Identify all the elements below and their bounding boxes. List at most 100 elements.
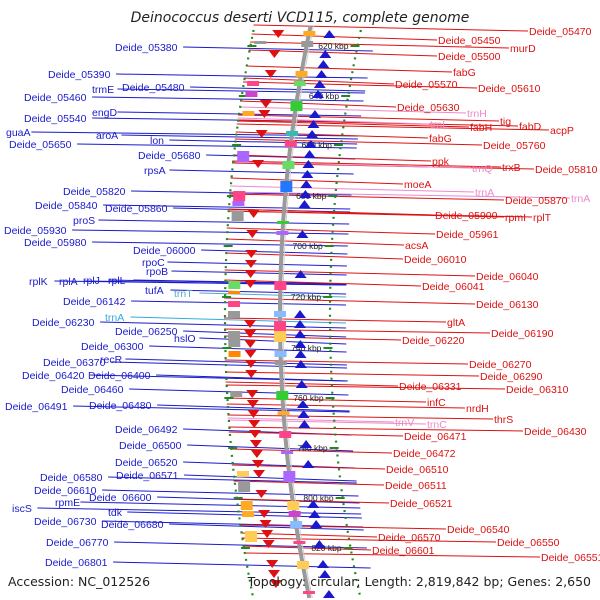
gene-label-right: ppk xyxy=(432,156,450,168)
feature-block xyxy=(290,521,303,528)
reverse-gene-arrow xyxy=(266,560,279,568)
reverse-gene-arrow xyxy=(249,430,262,438)
gene-connector xyxy=(169,523,364,531)
gene-label-left: tdk xyxy=(108,507,123,519)
reverse-gene-arrow xyxy=(244,260,257,268)
reverse-gene-arrow xyxy=(267,570,280,578)
reverse-gene-arrow xyxy=(244,280,257,288)
gene-label-left: aroA xyxy=(96,130,118,142)
topology-text: Topology: circular; Length: 2,819,842 bp… xyxy=(247,574,591,589)
gene-label-left: Deide_06571 xyxy=(116,470,179,482)
forward-gene-arrow xyxy=(308,110,321,118)
gene-connector xyxy=(92,241,348,247)
feature-block xyxy=(228,311,241,318)
gene-connector xyxy=(84,280,347,286)
gene-label-left: rpsA xyxy=(144,165,166,177)
reverse-gene-arrow xyxy=(246,230,259,238)
feature-block xyxy=(283,471,296,482)
gene-label-right: Deide_05961 xyxy=(436,229,499,241)
feature-block xyxy=(228,341,241,347)
gene-label-left: Deide_05650 xyxy=(9,139,72,151)
gene-label-left: Deide_05820 xyxy=(63,186,126,198)
gene-label-right: Deide_06510 xyxy=(386,464,449,476)
forward-gene-arrow xyxy=(303,150,316,158)
gene-label-right: Deide_05570 xyxy=(395,79,458,91)
forward-gene-arrow xyxy=(294,270,307,278)
reverse-gene-arrow xyxy=(244,350,257,358)
gene-connector xyxy=(98,219,350,225)
kbp-ticks: 620 kbp 640 kbp 660 kbp 680 kbp 700 kbp 720 k… xyxy=(222,41,360,553)
gene-label-right: rplT xyxy=(533,212,552,224)
gene-labels: Deide_05380 Deide_05390 trmE Deide_05480 Dei… xyxy=(4,26,600,569)
gene-label-left-trna: trnT xyxy=(174,288,193,300)
forward-gene-arrow xyxy=(297,410,310,418)
gene-connector xyxy=(190,86,366,92)
gene-label-left: tufA xyxy=(145,285,164,297)
feature-block xyxy=(288,511,301,517)
reverse-gene-arrow xyxy=(272,30,285,38)
rna-label-right: trnA xyxy=(475,187,494,199)
feature-block xyxy=(302,591,315,594)
gene-label-right: fabG xyxy=(429,133,452,145)
feature-block xyxy=(277,221,290,224)
forward-gene-arrow xyxy=(301,170,314,178)
gene-label-left: Deide_06500 xyxy=(119,440,182,452)
gene-connector xyxy=(250,41,510,49)
gene-connector xyxy=(130,316,347,324)
feature-block xyxy=(231,211,244,221)
feature-block xyxy=(228,301,241,307)
forward-gene-arrow xyxy=(317,60,330,68)
feature-block xyxy=(279,431,292,438)
rna-label-right: trnA xyxy=(571,193,590,205)
gene-label-right: fabG xyxy=(453,67,476,79)
forward-gene-arrow xyxy=(300,180,313,188)
gene-connector xyxy=(240,532,378,538)
feature-block xyxy=(254,41,267,44)
reverse-gene-arrow xyxy=(252,470,265,478)
gene-label-left: Deide_05980 xyxy=(24,237,87,249)
gene-label-right: murD xyxy=(510,43,536,55)
gene-label-left: Deide_06142 xyxy=(63,296,126,308)
feature-block xyxy=(277,411,290,415)
gene-connector xyxy=(184,474,357,482)
gene-connector xyxy=(225,252,404,260)
gene-connector xyxy=(225,371,480,377)
gene-label-right: Deide_06190 xyxy=(491,328,554,340)
gene-label-right: Deide_05810 xyxy=(535,164,598,176)
forward-gene-arrow xyxy=(296,400,309,408)
forward-gene-arrow xyxy=(294,340,307,348)
forward-gene-arrow xyxy=(294,320,307,328)
gene-label-right: Deide_06471 xyxy=(404,431,467,443)
gene-label-right: nrdH xyxy=(466,403,489,415)
feature-block xyxy=(233,191,246,201)
gene-label-left: rpoB xyxy=(146,266,168,278)
feature-block xyxy=(274,321,287,332)
gene-label-right: Deide_06130 xyxy=(476,299,539,311)
gene-label-right: Deide_06472 xyxy=(393,448,456,460)
gene-label-left: trmE xyxy=(92,84,114,96)
inner-dotted-ring xyxy=(328,29,362,599)
gene-connector xyxy=(224,328,491,334)
gene-connector xyxy=(224,335,402,341)
gene-connector xyxy=(232,154,432,162)
kbp-tick-label: 640 kbp xyxy=(309,91,340,101)
gene-connector xyxy=(117,88,365,94)
gene-connector xyxy=(37,507,362,515)
gene-label-right: moeA xyxy=(404,179,431,191)
gene-connector xyxy=(199,337,347,345)
reverse-gene-arrow xyxy=(255,490,268,498)
gene-label-right: Deide_05470 xyxy=(529,26,592,38)
feature-block xyxy=(301,41,314,47)
forward-gene-arrow xyxy=(307,120,320,128)
gene-connector xyxy=(226,227,436,235)
gene-label-right: tig xyxy=(500,116,511,128)
gene-connector xyxy=(224,269,476,277)
gene-label-left: trnA xyxy=(105,312,124,324)
gene-connector xyxy=(233,480,385,486)
gene-label-right: Deide_06550 xyxy=(497,537,560,549)
gene-connector xyxy=(248,49,438,57)
gene-label-right: Deide_06540 xyxy=(447,524,510,536)
kbp-tick-label: 720 kbp xyxy=(291,292,322,302)
forward-gene-arrow xyxy=(294,330,307,338)
gene-label-right: Deide_06551 xyxy=(541,552,600,564)
